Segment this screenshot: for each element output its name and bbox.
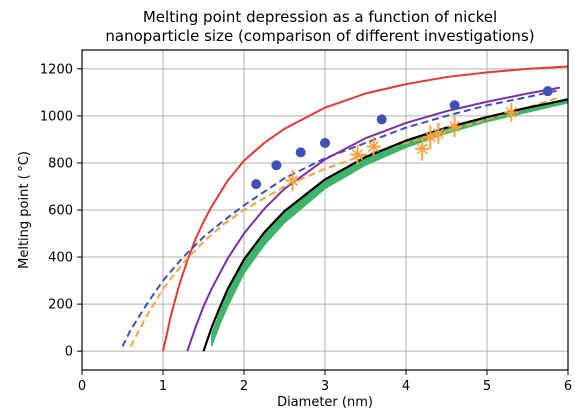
x-tick-label: 1 [159, 379, 167, 394]
green-band [211, 97, 569, 347]
y-tick-label: 400 [48, 251, 73, 266]
green-band-area [211, 97, 569, 347]
x-tick-label: 4 [402, 379, 410, 394]
chart-title-line1: Melting point depression as a function o… [143, 8, 497, 26]
blue-point [542, 86, 553, 97]
blue-point [271, 160, 282, 171]
data-points [251, 86, 553, 192]
chart-title-line2: nanoparticle size (comparison of differe… [105, 27, 534, 45]
grid [81, 50, 569, 370]
series-line-5 [202, 98, 569, 352]
y-tick-label: 800 [48, 156, 73, 171]
orange-point [366, 137, 381, 156]
orange-point [447, 115, 462, 138]
blue-point [295, 147, 306, 158]
series-line-1 [162, 65, 569, 352]
y-tick-label: 1200 [40, 62, 73, 77]
orange-marker-d2 [505, 106, 517, 118]
orange-marker-d2 [432, 127, 444, 140]
orange-point [431, 122, 446, 145]
blue-point [449, 100, 460, 111]
x-tick-label: 6 [564, 379, 572, 394]
x-tick-label: 2 [240, 379, 248, 394]
y-tick-label: 600 [48, 204, 73, 219]
x-tick-label: 3 [321, 379, 329, 394]
blue-point [376, 114, 387, 125]
series-lines [121, 65, 569, 352]
axes [77, 49, 569, 375]
series-line-4 [186, 86, 561, 352]
x-tick-label: 5 [483, 379, 491, 394]
orange-point [504, 102, 519, 122]
orange-marker-d2 [351, 149, 363, 161]
orange-marker-d2 [287, 175, 299, 187]
series-line-3 [129, 96, 561, 347]
x-axis-label: Diameter (nm) [277, 395, 373, 410]
orange-marker-d2 [449, 120, 461, 133]
orange-marker-d2 [416, 143, 428, 155]
tick-labels: 0 1 2 3 4 5 6 0 200 400 600 800 1000 1200 [40, 62, 572, 394]
series-line-2 [121, 89, 561, 347]
y-axis-label: Melting point ( °C) [17, 151, 32, 269]
y-tick-label: 1000 [40, 109, 73, 124]
blue-point [320, 137, 330, 148]
orange-point [350, 145, 365, 165]
orange-point [285, 170, 300, 192]
orange-point [415, 137, 430, 161]
x-tick-label: 0 [78, 379, 86, 394]
blue-point [251, 179, 262, 190]
y-tick-label: 200 [48, 298, 73, 313]
y-tick-label: 0 [65, 345, 73, 360]
orange-marker-d2 [368, 140, 380, 153]
